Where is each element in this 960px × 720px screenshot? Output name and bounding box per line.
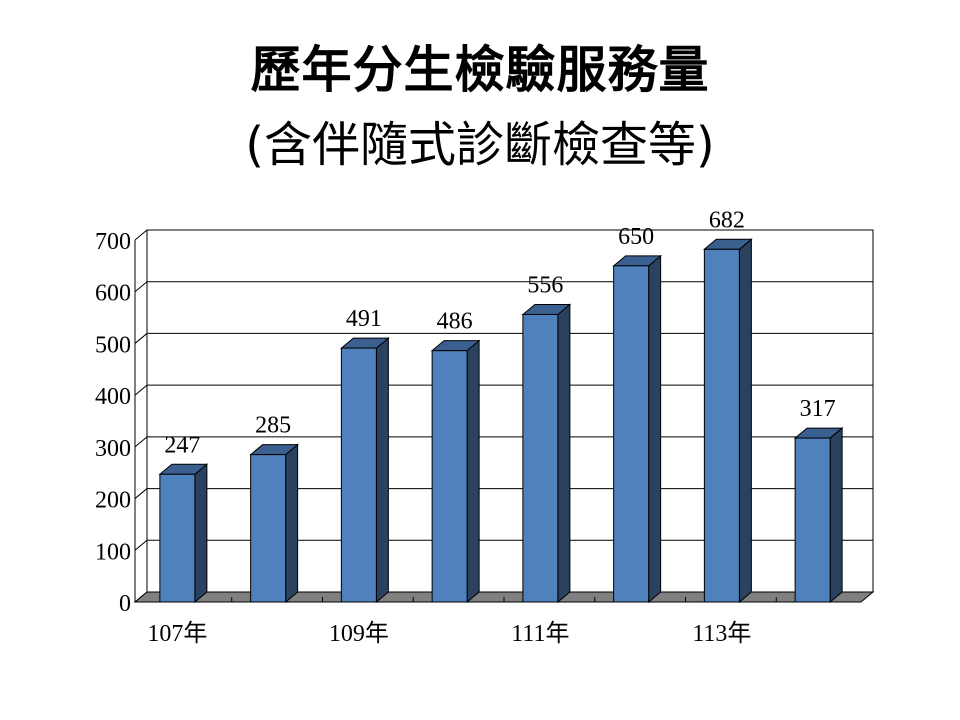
- y-tick-label: 300: [95, 436, 131, 462]
- bar: [158, 463, 209, 604]
- x-tick-label: 107年: [147, 620, 207, 647]
- x-axis: 107年 109年 111年 113年: [147, 620, 751, 647]
- bar: [612, 254, 663, 604]
- y-tick-label: 700: [95, 229, 131, 255]
- bar: [521, 303, 572, 604]
- y-tick-label: 600: [95, 281, 131, 307]
- bar: [793, 426, 844, 604]
- chart-subtitle: (含伴隨式診斷檢查等): [245, 117, 715, 173]
- data-label: 650: [618, 224, 654, 250]
- x-tick-label: 109年: [329, 620, 389, 647]
- y-tick-label: 0: [119, 591, 131, 617]
- chart-title: 歷年分生檢驗服務量: [250, 41, 710, 99]
- bar: [430, 339, 481, 604]
- data-label: 682: [709, 207, 745, 233]
- data-label: 247: [164, 432, 200, 458]
- data-label: 285: [255, 413, 291, 439]
- data-label: 317: [800, 396, 836, 422]
- data-labels: 247 285 491 486 556 650 682 317: [164, 207, 835, 458]
- bar: [339, 337, 390, 604]
- x-tick-label: 111年: [511, 620, 569, 647]
- y-tick-label: 500: [95, 332, 131, 358]
- y-axis: 0 100 200 300 400 500 600 700: [95, 229, 131, 617]
- bar: [249, 443, 300, 604]
- chart-floor: [133, 591, 875, 603]
- data-label: 486: [437, 309, 473, 335]
- data-label: 491: [346, 306, 382, 332]
- gridlines: [134, 229, 874, 603]
- y-tick-label: 200: [95, 488, 131, 514]
- data-label: 556: [527, 272, 563, 298]
- bar: [702, 238, 753, 604]
- x-tick-label: 113年: [692, 620, 751, 647]
- y-tick-label: 100: [95, 539, 131, 565]
- bars: [158, 238, 844, 604]
- y-tick-label: 400: [95, 384, 131, 410]
